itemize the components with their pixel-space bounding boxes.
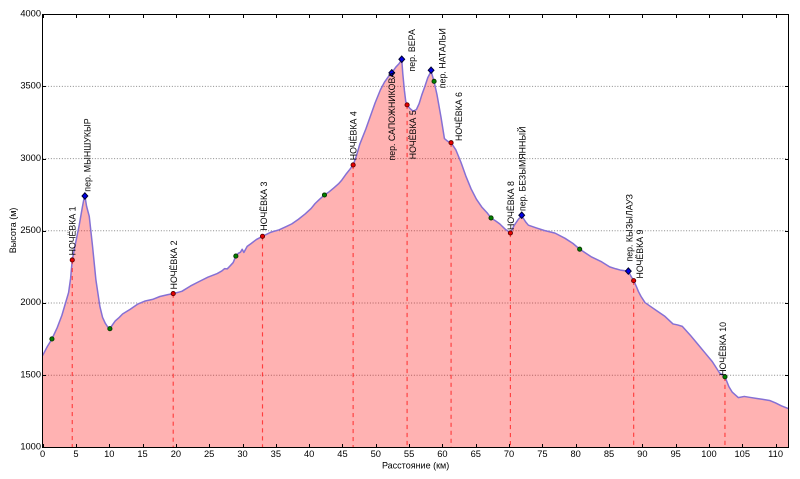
svg-text:НОЧЁВКА 8: НОЧЁВКА 8 [506, 181, 516, 230]
svg-text:3500: 3500 [20, 81, 41, 91]
svg-text:40: 40 [304, 449, 314, 459]
svg-text:НОЧЁВКА 5: НОЧЁВКА 5 [408, 110, 418, 159]
svg-text:25: 25 [204, 449, 214, 459]
svg-text:4000: 4000 [20, 8, 41, 18]
svg-text:НОЧЁВКА 9: НОЧЁВКА 9 [635, 229, 645, 278]
svg-text:45: 45 [337, 449, 347, 459]
svg-text:3000: 3000 [20, 153, 41, 163]
svg-text:15: 15 [137, 449, 147, 459]
svg-text:1000: 1000 [20, 442, 41, 452]
svg-text:110: 110 [768, 449, 783, 459]
svg-text:НОЧЁВКА 1: НОЧЁВКА 1 [67, 206, 77, 255]
svg-text:пер. ВЕРА: пер. ВЕРА [407, 29, 417, 71]
svg-text:2500: 2500 [20, 225, 41, 235]
svg-text:55: 55 [404, 449, 414, 459]
svg-text:10: 10 [104, 449, 114, 459]
svg-text:1500: 1500 [20, 369, 41, 379]
svg-text:85: 85 [604, 449, 614, 459]
svg-text:пер. БЕЗЫМЯННЫЙ: пер. БЕЗЫМЯННЫЙ [517, 127, 528, 211]
svg-text:НОЧЁВКА 4: НОЧЁВКА 4 [349, 111, 359, 160]
svg-text:5: 5 [73, 449, 78, 459]
svg-text:НОЧЁВКА 2: НОЧЁВКА 2 [169, 240, 179, 289]
svg-text:пер. КЫЗЫЛАУЗ: пер. КЫЗЫЛАУЗ [624, 194, 634, 261]
svg-text:20: 20 [171, 449, 181, 459]
svg-text:0: 0 [40, 449, 45, 459]
svg-text:70: 70 [504, 449, 514, 459]
svg-text:пер. САПОЖНИКОВА: пер. САПОЖНИКОВА [387, 72, 397, 161]
svg-text:пер. МЫНШУКЫР: пер. МЫНШУКЫР [83, 118, 93, 191]
svg-text:35: 35 [271, 449, 281, 459]
svg-text:Расстояние (км): Расстояние (км) [382, 460, 449, 470]
svg-text:90: 90 [637, 449, 647, 459]
svg-text:30: 30 [237, 449, 247, 459]
svg-text:НОЧЁВКА 6: НОЧЁВКА 6 [454, 92, 464, 141]
svg-text:пер. НАТАЛЬИ: пер. НАТАЛЬИ [438, 28, 448, 88]
svg-text:2000: 2000 [20, 297, 41, 307]
svg-text:Высота (м): Высота (м) [8, 208, 18, 254]
svg-text:НОЧЁВКА 3: НОЧЁВКА 3 [259, 182, 269, 231]
svg-text:75: 75 [537, 449, 547, 459]
svg-text:105: 105 [735, 449, 751, 459]
svg-text:100: 100 [701, 449, 717, 459]
svg-text:65: 65 [471, 449, 481, 459]
svg-text:50: 50 [371, 449, 381, 459]
svg-text:60: 60 [437, 449, 447, 459]
svg-text:80: 80 [571, 449, 581, 459]
svg-text:НОЧЁВКА 10: НОЧЁВКА 10 [718, 322, 728, 376]
svg-text:95: 95 [670, 449, 680, 459]
